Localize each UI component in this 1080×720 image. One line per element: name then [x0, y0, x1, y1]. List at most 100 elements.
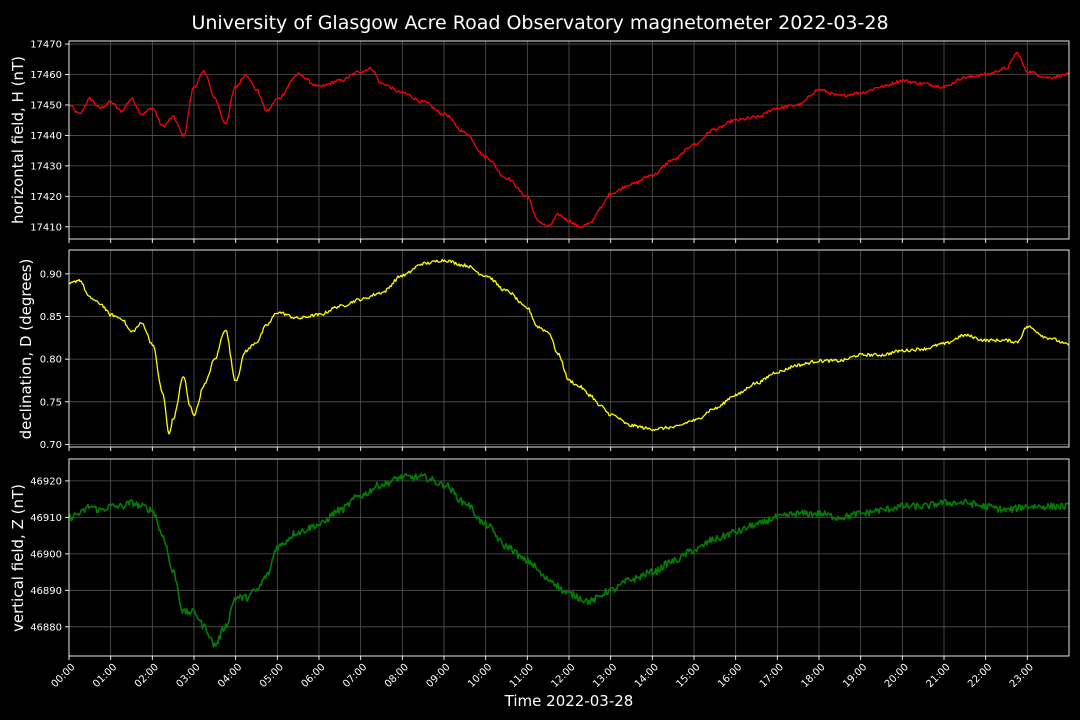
data-point [443, 484, 444, 485]
data-point [245, 350, 246, 351]
data-point [506, 290, 507, 291]
data-point [537, 326, 538, 327]
x-tick-label: 10:00 [466, 662, 494, 690]
y-tick-label: 0.90 [40, 269, 62, 280]
data-point [131, 98, 132, 99]
data-point [360, 299, 361, 300]
data-point [1006, 340, 1007, 341]
data-point [714, 129, 715, 130]
y-tick-label: 17440 [30, 131, 62, 142]
x-tick-label: 19:00 [841, 662, 869, 690]
data-point [245, 597, 246, 598]
data-point [589, 223, 590, 224]
x-tick-label: 04:00 [216, 662, 244, 690]
data-point [204, 384, 205, 385]
data-point [537, 220, 538, 221]
y-tick-label: 0.70 [40, 440, 62, 451]
data-point [589, 601, 590, 602]
data-point [183, 612, 184, 613]
z-field-ylabel: vertical field, Z (nT) [9, 484, 27, 632]
data-point [693, 550, 694, 551]
data-point [204, 71, 205, 72]
data-point [266, 110, 267, 111]
data-point [79, 279, 80, 280]
data-point [381, 83, 382, 84]
data-point [506, 177, 507, 178]
data-point [985, 506, 986, 507]
declination-panel: declination, D (degrees) 0.70 0.75 0.80 0.8… [17, 249, 1070, 451]
data-point [485, 156, 486, 157]
x-tick-label: 07:00 [341, 662, 369, 690]
data-point [558, 354, 559, 355]
data-point [798, 104, 799, 105]
y-tick-label: 0.80 [40, 355, 62, 366]
data-point [548, 331, 549, 332]
data-point [777, 517, 778, 518]
data-point [79, 513, 80, 514]
data-point [152, 107, 153, 108]
data-point [152, 509, 153, 510]
data-point [360, 71, 361, 72]
data-point [735, 394, 736, 395]
data-point [652, 174, 653, 175]
data-point [652, 571, 653, 572]
data-point [673, 159, 674, 160]
data-point [141, 114, 142, 115]
data-point [860, 513, 861, 514]
data-point [318, 86, 319, 87]
data-point [600, 208, 601, 209]
data-point [214, 98, 215, 99]
axes-frame [68, 40, 1070, 240]
data-point [464, 502, 465, 503]
data-point [402, 92, 403, 93]
z-field-panel: vertical field, Z (nT) 46880 46890 46900 46… [9, 458, 1070, 660]
y-tick-label: 17450 [30, 100, 62, 111]
data-point [235, 86, 236, 87]
x-tick-label: 12:00 [549, 662, 577, 690]
data-point [120, 506, 121, 507]
x-tick-label: 17:00 [758, 662, 786, 690]
data-point [600, 405, 601, 406]
data-point [818, 89, 819, 90]
data-point [631, 425, 632, 426]
data-point [193, 86, 194, 87]
data-point [756, 524, 757, 525]
data-point [693, 420, 694, 421]
data-point [277, 312, 278, 313]
data-point [568, 220, 569, 221]
y-tick-label: 46920 [30, 476, 62, 487]
y-tick-label: 46880 [30, 622, 62, 633]
x-tick-label: 00:00 [49, 662, 77, 690]
data-point [902, 506, 903, 507]
data-point [183, 376, 184, 377]
x-tick-label: 22:00 [966, 662, 994, 690]
data-point [131, 331, 132, 332]
data-point [173, 571, 174, 572]
y-tick-label: 46900 [30, 549, 62, 560]
x-tick-label: 20:00 [883, 662, 911, 690]
data-point [714, 408, 715, 409]
y-tick-label: 0.75 [40, 397, 62, 408]
data-point [568, 593, 569, 594]
data-point [923, 506, 924, 507]
data-point [298, 74, 299, 75]
data-point [162, 126, 163, 127]
data-point [423, 101, 424, 102]
data-point [985, 340, 986, 341]
data-point [818, 513, 819, 514]
data-point [256, 342, 257, 343]
h-field-panel: horizontal field, H (nT) 17410 17420 17430… [9, 40, 1070, 243]
data-point [610, 590, 611, 591]
x-tick-label: 08:00 [383, 662, 411, 690]
data-point [100, 509, 101, 510]
x-tick-label: 15:00 [674, 662, 702, 690]
y-tick-label: 17460 [30, 70, 62, 81]
data-point [277, 546, 278, 547]
data-point [443, 260, 444, 261]
data-point [589, 394, 590, 395]
data-point [298, 318, 299, 319]
data-point [777, 371, 778, 372]
data-point [339, 80, 340, 81]
y-tick-label: 46890 [30, 586, 62, 597]
data-point [839, 95, 840, 96]
